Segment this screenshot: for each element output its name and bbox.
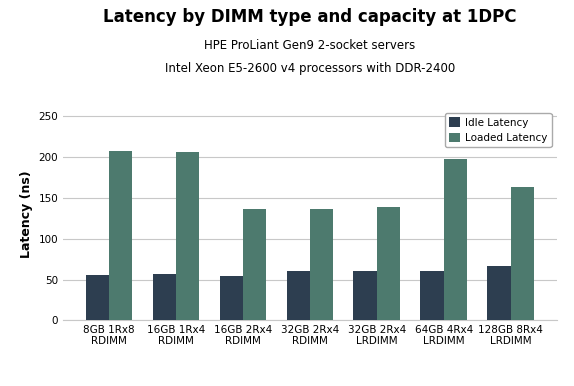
Bar: [86, 275, 109, 320]
Bar: [286, 271, 310, 320]
Bar: [354, 271, 377, 320]
Bar: [511, 187, 534, 320]
Bar: [243, 209, 266, 320]
Bar: [421, 271, 444, 320]
Bar: [377, 207, 401, 320]
Bar: [109, 151, 133, 320]
Bar: [444, 159, 467, 320]
Legend: Idle Latency, Loaded Latency: Idle Latency, Loaded Latency: [445, 113, 552, 147]
Bar: [176, 152, 199, 320]
Text: HPE ProLiant Gen9 2-socket servers: HPE ProLiant Gen9 2-socket servers: [204, 39, 416, 52]
Text: Latency by DIMM type and capacity at 1DPC: Latency by DIMM type and capacity at 1DP…: [103, 8, 517, 26]
Bar: [153, 274, 176, 320]
Text: Intel Xeon E5-2600 v4 processors with DDR-2400: Intel Xeon E5-2600 v4 processors with DD…: [165, 62, 455, 75]
Bar: [310, 209, 333, 320]
Bar: [487, 266, 511, 320]
Y-axis label: Latency (ns): Latency (ns): [20, 170, 33, 258]
Bar: [219, 276, 243, 320]
